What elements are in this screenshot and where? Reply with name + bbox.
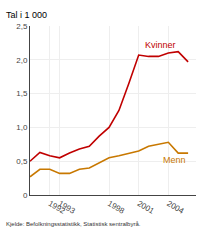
svg-text:2,0: 2,0 [16,56,28,65]
svg-text:2004: 2004 [165,199,185,216]
svg-text:Tal i 1 000: Tal i 1 000 [6,10,47,20]
svg-text:Kjelde: Befolkningsstatistikk,: Kjelde: Befolkningsstatistikk, Statistis… [6,221,141,227]
svg-text:1992: 1992 [47,199,67,216]
svg-text:1993: 1993 [57,199,77,216]
svg-text:1998: 1998 [106,199,126,216]
svg-text:2001: 2001 [136,199,156,216]
svg-text:1,0: 1,0 [16,123,28,132]
svg-text:Menn: Menn [163,155,186,165]
svg-text:Kvinner: Kvinner [145,40,176,50]
svg-text:2,5: 2,5 [16,22,28,31]
svg-text:1,5: 1,5 [16,89,28,98]
svg-text:0,5: 0,5 [16,157,28,166]
svg-text:0: 0 [23,191,28,200]
